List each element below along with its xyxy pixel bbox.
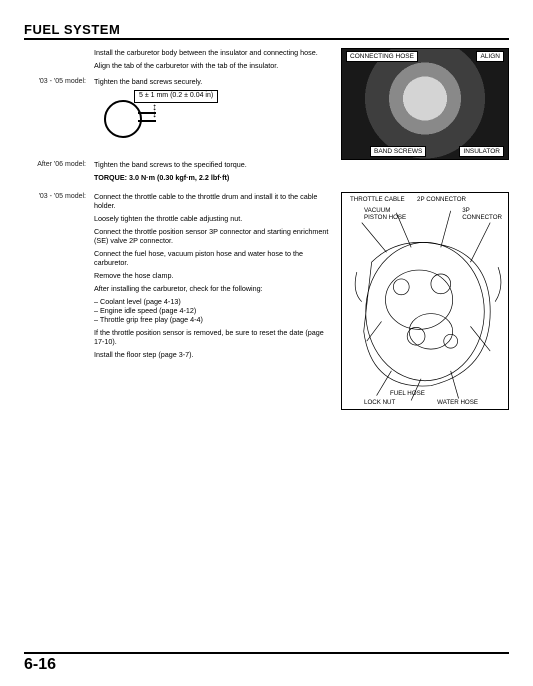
- p: If the throttle position sensor is remov…: [94, 328, 333, 346]
- label-connecting-hose: CONNECTING HOSE: [346, 51, 418, 62]
- torque-text: Tighten the band screws to the specified…: [94, 160, 333, 186]
- page-number: 6-16: [24, 652, 509, 674]
- p: Align the tab of the carburetor with the…: [94, 61, 333, 70]
- check-list: Coolant level (page 4-13) Engine idle sp…: [94, 297, 333, 324]
- list-item: Throttle grip free play (page 4-4): [94, 315, 333, 324]
- clamp-spec: 5 ± 1 mm (0.2 ± 0.04 in): [134, 90, 218, 103]
- label-insulator: INSULATOR: [459, 146, 504, 157]
- torque-spec: TORQUE: 3.0 N·m (0.30 kgf·m, 2.2 lbf·ft): [94, 173, 333, 182]
- label-throttle-cable: THROTTLE CABLE: [350, 196, 405, 203]
- label-2p-connector: 2P CONNECTOR: [417, 196, 466, 203]
- label-3p-connector: 3P CONNECTOR: [462, 207, 502, 221]
- figure-carburetor-photo: CONNECTING HOSE ALIGN BAND SCREWS INSULA…: [341, 48, 509, 160]
- tighten-text: Tighten the band screws securely. 5 ± 1 …: [94, 77, 333, 151]
- p: Tighten the band screws securely.: [94, 77, 333, 86]
- clamp-diagram: 5 ± 1 mm (0.2 ± 0.04 in) ↕↕: [94, 90, 333, 148]
- label-lock-nut: LOCK NUT: [364, 399, 395, 406]
- label-band-screws: BAND SCREWS: [370, 146, 426, 157]
- label-water-hose: WATER HOSE: [437, 399, 478, 406]
- p: Connect the throttle position sensor 3P …: [94, 227, 333, 245]
- margin-label-2: After '06 model:: [24, 160, 86, 186]
- p: Install the carburetor body between the …: [94, 48, 333, 57]
- p: Connect the fuel hose, vacuum piston hos…: [94, 249, 333, 267]
- p: Remove the hose clamp.: [94, 271, 333, 280]
- margin-label-3: '03 - '05 model:: [24, 192, 86, 410]
- list-item: Coolant level (page 4-13): [94, 297, 333, 306]
- install-text: Install the carburetor body between the …: [94, 48, 333, 77]
- p: After installing the carburetor, check f…: [94, 284, 333, 293]
- p: Loosely tighten the throttle cable adjus…: [94, 214, 333, 223]
- p: Tighten the band screws to the specified…: [94, 160, 333, 169]
- list-item: Engine idle speed (page 4-12): [94, 306, 333, 315]
- diagram-svg: [342, 193, 508, 408]
- p: Connect the throttle cable to the thrott…: [94, 192, 333, 210]
- label-align: ALIGN: [476, 51, 504, 62]
- margin-label-1: '03 - '05 model:: [24, 77, 86, 151]
- section-title: FUEL SYSTEM: [24, 22, 509, 40]
- label-fuel-hose: FUEL HOSE: [390, 390, 425, 397]
- label-vacuum-piston-hose: VACUUM PISTON HOSE: [364, 207, 406, 221]
- connect-text: Connect the throttle cable to the thrott…: [94, 192, 333, 410]
- figure-carburetor-diagram: THROTTLE CABLE 2P CONNECTOR VACUUM PISTO…: [341, 192, 509, 410]
- p: Install the floor step (page 3-7).: [94, 350, 333, 359]
